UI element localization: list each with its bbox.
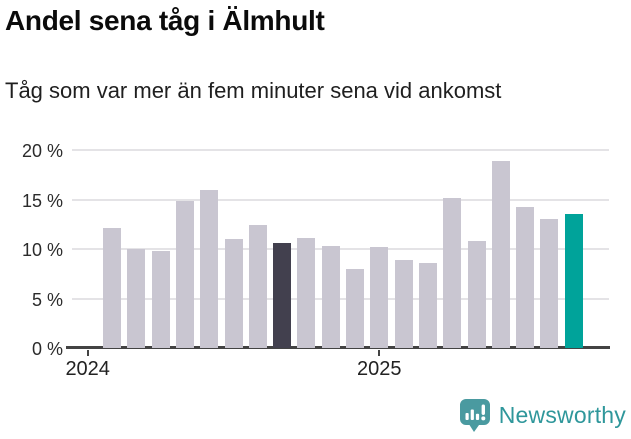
x-axis-label-2025: 2025 xyxy=(357,358,402,380)
y-axis-label: 15 % xyxy=(21,190,63,211)
newsworthy-bar-chart-bubble-icon xyxy=(459,399,490,432)
bar xyxy=(491,160,510,348)
gridline-10-percent xyxy=(72,248,609,250)
y-axis-labels: 20 % 15 % 10 % 5 % 0 % xyxy=(0,141,63,359)
bar xyxy=(297,238,316,348)
y-axis-label: 5 % xyxy=(31,289,63,310)
y-axis-label: 10 % xyxy=(21,240,63,260)
gridline-5-percent xyxy=(72,297,609,300)
newsworthy-logo: Newsworthy xyxy=(459,398,626,433)
bar xyxy=(151,250,170,348)
chart-subtitle: Tåg som var mer än fem minuter sena vid … xyxy=(5,78,502,103)
bar xyxy=(224,239,243,348)
plot-area: 2024 2025 xyxy=(65,149,610,380)
bar xyxy=(370,247,389,348)
x-axis-tick-2024 xyxy=(86,350,89,356)
bar xyxy=(394,259,413,348)
bar xyxy=(127,249,146,348)
bar xyxy=(443,197,462,348)
x-axis-label-2024: 2024 xyxy=(65,358,110,380)
x-axis-tick-2025 xyxy=(378,350,381,356)
bar xyxy=(346,268,364,348)
chart-title: Andel sena tåg i Älmhult xyxy=(5,5,325,36)
bar xyxy=(467,241,486,348)
bar xyxy=(175,201,194,348)
y-axis-label: 0 % xyxy=(31,339,63,359)
bar-highlight-dark xyxy=(273,243,292,348)
bar xyxy=(321,246,340,348)
gridline-15-percent xyxy=(72,198,609,201)
bar xyxy=(200,189,219,348)
newsworthy-wordmark: Newsworthy xyxy=(498,402,626,428)
y-axis-label: 20 % xyxy=(21,141,63,161)
bar xyxy=(418,262,437,348)
bar xyxy=(103,228,121,348)
bar-highlight-teal xyxy=(564,214,583,348)
gridline-20-percent xyxy=(72,149,609,151)
bar xyxy=(516,207,535,348)
bar xyxy=(248,225,267,348)
bar xyxy=(540,219,559,348)
